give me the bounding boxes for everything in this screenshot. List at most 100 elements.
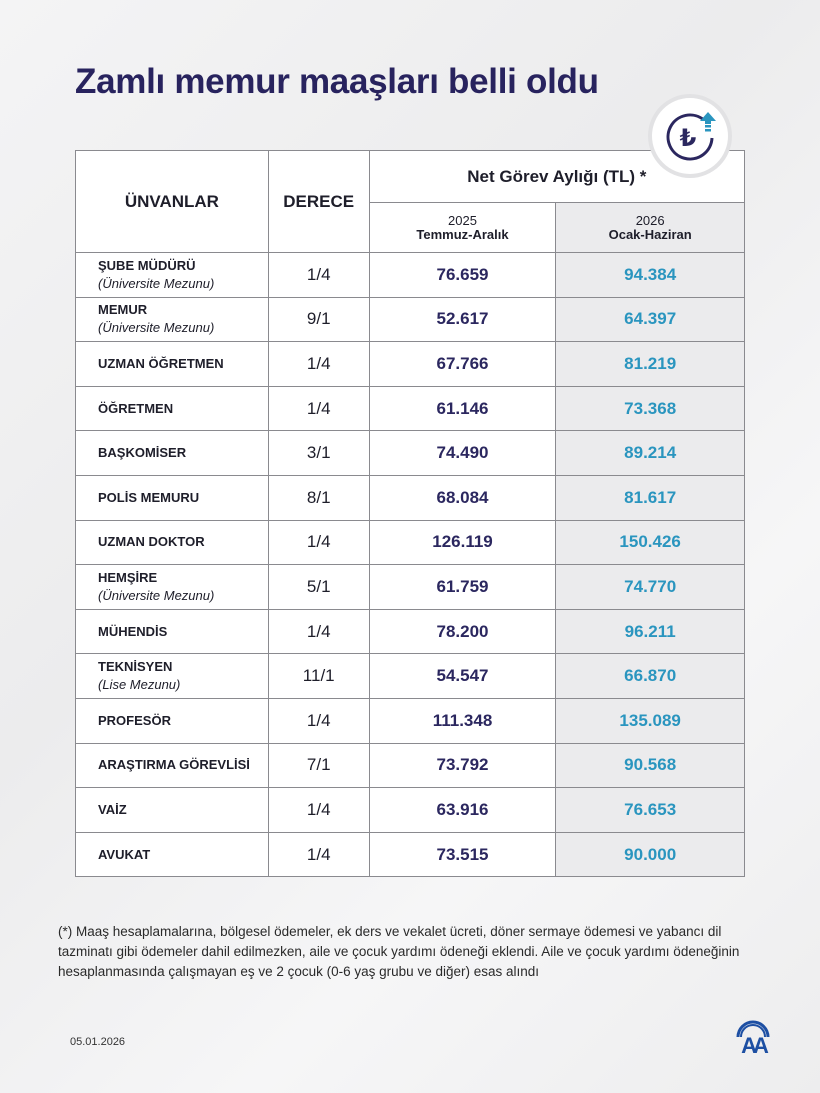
table-row: HEMŞİRE (Üniversite Mezunu) 5/1 61.759 74… [75,564,745,610]
salary-2026-cell: 64.397 [555,296,745,343]
job-title-cell: UZMAN DOKTOR [75,519,269,566]
job-title: TEKNİSYEN [98,659,173,675]
degree-cell: 1/4 [267,519,370,566]
salary-2025-cell: 54.547 [368,653,557,699]
degree-cell: 8/1 [267,474,370,521]
table-row: MÜHENDİS 1/4 78.200 96.211 [75,608,745,655]
job-title-cell: ŞUBE MÜDÜRÜ (Üniversite Mezunu) [75,252,269,298]
job-title: MÜHENDİS [98,623,168,639]
salary-2026-cell: 81.617 [555,474,745,521]
period-months: Ocak-Haziran [608,226,692,242]
salary-2026-cell: 90.000 [555,831,745,878]
degree-cell: 1/4 [267,385,370,432]
svg-text:AA: AA [741,1033,769,1055]
degree-cell: 1/4 [267,252,370,298]
job-title-cell: MÜHENDİS [75,608,269,655]
svg-text:₺: ₺ [680,124,697,152]
header-titles: ÜNVANLAR [75,150,269,253]
table-row: ÖĞRETMEN 1/4 61.146 73.368 [75,385,745,432]
job-title: ÖĞRETMEN [98,400,174,416]
salary-2025-cell: 73.792 [368,742,557,789]
table-row: UZMAN ÖĞRETMEN 1/4 67.766 81.219 [75,341,745,387]
education-note: (Lise Mezunu) [98,677,181,693]
job-title: UZMAN ÖĞRETMEN [98,355,224,371]
job-title-cell: VAİZ [75,787,269,833]
period-year: 2025 [448,212,477,228]
header-period-2025: 2025 Temmuz-Aralık [368,202,557,253]
salary-2026-cell: 135.089 [555,697,745,744]
job-title-cell: MEMUR (Üniversite Mezunu) [75,296,269,343]
job-title: VAİZ [98,801,127,817]
salary-table: ÜNVANLAR DERECE Net Görev Aylığı (TL) * … [75,150,746,878]
date: 05.01.2026 [70,1036,126,1048]
footnote: (*) Maaş hesaplamalarına, bölgesel ödeme… [58,924,740,979]
job-title: BAŞKOMİSER [98,445,187,461]
job-title: AVUKAT [98,846,151,862]
degree-cell: 7/1 [267,742,370,789]
header-period-2026: 2026 Ocak-Haziran [555,202,745,253]
page-title: Zamlı memur maaşları belli oldu [75,62,599,101]
salary-2025-cell: 61.146 [368,385,557,432]
degree-cell: 9/1 [267,296,370,343]
degree-cell: 1/4 [267,608,370,655]
salary-2026-cell: 90.568 [555,742,745,789]
job-title-cell: PROFESÖR [75,697,269,744]
degree-cell: 11/1 [267,653,370,699]
degree-cell: 1/4 [267,341,370,387]
job-title-cell: BAŞKOMİSER [75,430,269,476]
period-year: 2026 [635,212,665,228]
education-note: (Üniversite Mezunu) [98,275,215,291]
table-row: UZMAN DOKTOR 1/4 126.119 150.426 [75,519,745,566]
table-row: VAİZ 1/4 63.916 76.653 [75,787,745,833]
degree-cell: 1/4 [267,787,370,833]
salary-2025-cell: 52.617 [368,296,557,343]
job-title-cell: POLİS MEMURU [75,474,269,521]
degree-cell: 1/4 [267,831,370,878]
salary-2026-cell: 89.214 [555,430,745,476]
salary-2026-cell: 73.368 [555,385,745,432]
salary-2025-cell: 126.119 [368,519,557,566]
job-title-cell: UZMAN ÖĞRETMEN [75,341,269,387]
salary-2026-cell: 81.219 [555,341,745,387]
salary-2025-cell: 74.490 [368,430,557,476]
salary-2026-cell: 150.426 [555,519,745,566]
header-degree: DERECE [267,150,370,253]
education-note: (Üniversite Mezunu) [98,587,215,603]
job-title: ARAŞTIRMA GÖREVLİSİ [98,757,250,773]
table-row: TEKNİSYEN (Lise Mezunu) 11/1 54.547 66.87… [75,653,745,699]
job-title: HEMŞİRE [98,569,158,585]
job-title: UZMAN DOKTOR [98,534,205,550]
salary-2026-cell: 66.870 [555,653,745,699]
aa-logo: AA [735,1015,773,1060]
salary-2026-cell: 74.770 [555,564,745,610]
salary-2025-cell: 78.200 [368,608,557,655]
job-title-cell: HEMŞİRE (Üniversite Mezunu) [75,564,269,610]
table-row: POLİS MEMURU 8/1 68.084 81.617 [75,474,745,521]
salary-2025-cell: 111.348 [368,697,557,744]
degree-cell: 3/1 [267,430,370,476]
salary-2025-cell: 61.759 [368,564,557,610]
job-title: MEMUR [98,302,148,318]
job-title: ŞUBE MÜDÜRÜ [98,257,196,273]
table-row: BAŞKOMİSER 3/1 74.490 89.214 [75,430,745,476]
salary-2026-cell: 96.211 [555,608,745,655]
table-row: AVUKAT 1/4 73.515 90.000 [75,831,745,878]
job-title-cell: ÖĞRETMEN [75,385,269,432]
salary-2025-cell: 67.766 [368,341,557,387]
salary-2026-cell: 76.653 [555,787,745,833]
salary-2025-cell: 76.659 [368,252,557,298]
job-title: POLİS MEMURU [98,489,200,505]
degree-cell: 1/4 [267,697,370,744]
job-title-cell: ARAŞTIRMA GÖREVLİSİ [75,742,269,789]
period-months: Temmuz-Aralık [416,226,509,242]
table-row: ŞUBE MÜDÜRÜ (Üniversite Mezunu) 1/4 76.65… [75,252,745,298]
degree-cell: 5/1 [267,564,370,610]
table-row: ARAŞTIRMA GÖREVLİSİ 7/1 73.792 90.568 [75,742,745,789]
table-row: MEMUR (Üniversite Mezunu) 9/1 52.617 64.3… [75,296,745,343]
job-title-cell: TEKNİSYEN (Lise Mezunu) [75,653,269,699]
job-title: PROFESÖR [98,712,171,728]
education-note: (Üniversite Mezunu) [98,320,215,336]
salary-2025-cell: 68.084 [368,474,557,521]
salary-2025-cell: 63.916 [368,787,557,833]
salary-2026-cell: 94.384 [555,252,745,298]
